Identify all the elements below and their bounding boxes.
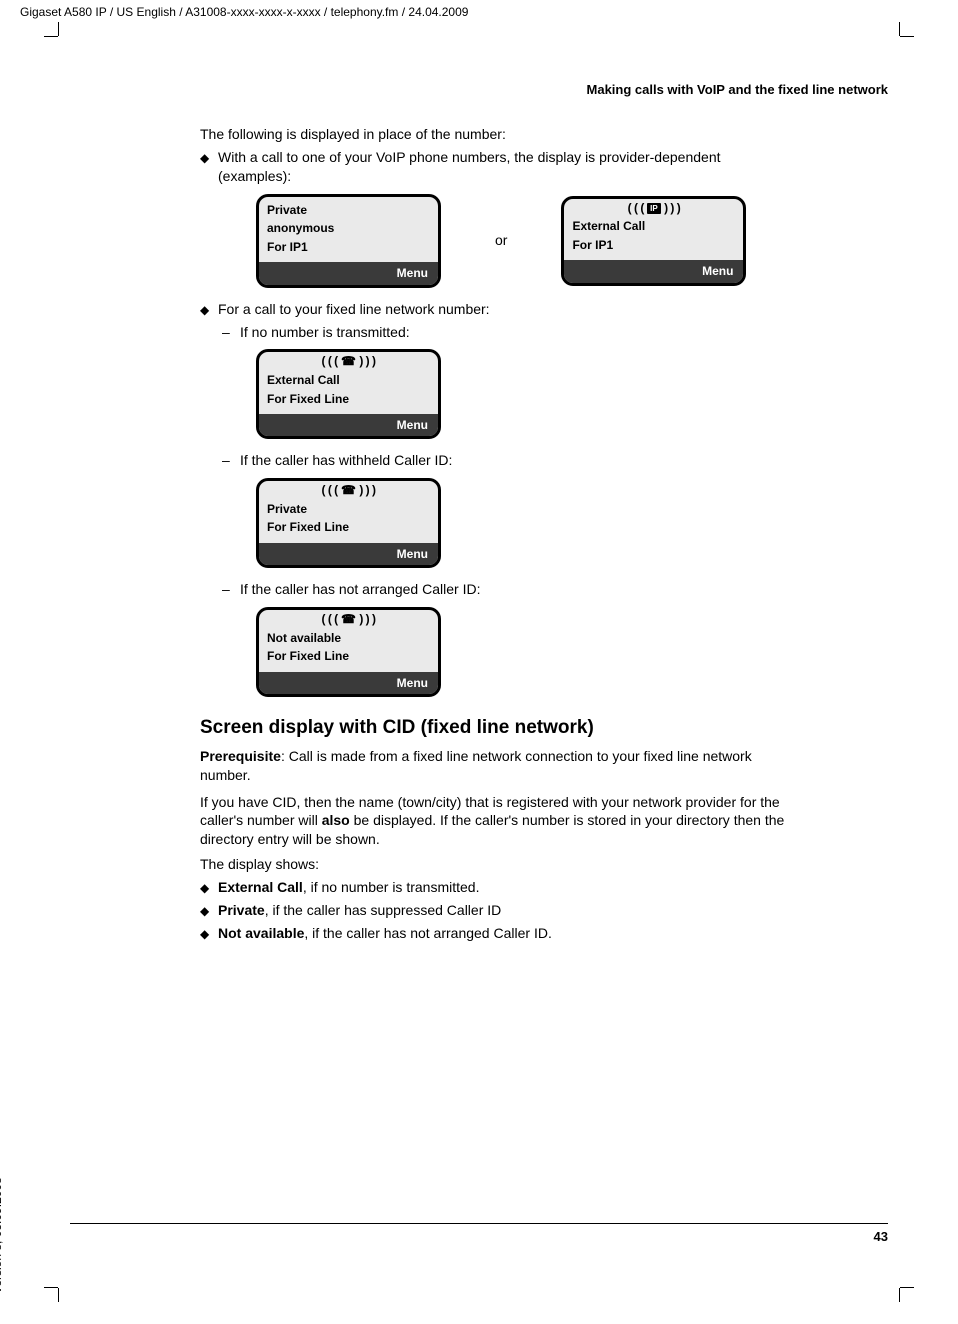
- cid-heading: Screen display with CID (fixed line netw…: [200, 715, 790, 741]
- prerequisite-label: Prerequisite: [200, 748, 281, 764]
- ring-paren-right: ) ) ): [359, 354, 375, 368]
- display-line: For Fixed Line: [267, 518, 430, 537]
- cid-bullet-not-available: ◆ Not available, if the caller has not a…: [200, 924, 790, 943]
- footer-rule: [70, 1223, 888, 1224]
- phone-bell-icon: ☎: [341, 612, 356, 626]
- section-title: Making calls with VoIP and the fixed lin…: [587, 82, 888, 97]
- diamond-icon: ◆: [200, 903, 210, 920]
- display-line: External Call: [267, 371, 430, 390]
- display-menu-label: Menu: [564, 260, 743, 282]
- cid-bullet-private: ◆ Private, if the caller has suppressed …: [200, 901, 790, 920]
- bullet-fixed-line-text: For a call to your fixed line network nu…: [218, 300, 790, 319]
- crop-mark: [899, 1288, 900, 1302]
- phone-display-private-fixed: ( ( ( ☎ ) ) ) Private For Fixed Line Men…: [256, 478, 441, 568]
- cid-label-private: Private: [218, 902, 265, 918]
- diamond-icon: ◆: [200, 302, 210, 319]
- cid-bullet-external: ◆ External Call, if no number is transmi…: [200, 878, 790, 897]
- intro-text: The following is displayed in place of t…: [200, 125, 790, 144]
- cid-bullet-text: Private, if the caller has suppressed Ca…: [218, 901, 790, 920]
- display-row-2: ( ( ( ☎ ) ) ) External Call For Fixed Li…: [256, 349, 790, 439]
- crop-mark: [44, 1287, 58, 1288]
- ring-paren-left: ( ( (: [322, 483, 338, 497]
- display-line: For IP1: [267, 238, 430, 257]
- diamond-icon: ◆: [200, 150, 210, 186]
- prerequisite-text: : Call is made from a fixed line network…: [200, 748, 752, 783]
- display-line: Private: [267, 500, 430, 519]
- cid-also: also: [322, 812, 350, 828]
- dash-not-arranged: – If the caller has not arranged Caller …: [222, 580, 790, 599]
- page-header-path: Gigaset A580 IP / US English / A31008-xx…: [20, 5, 468, 19]
- cid-rest: , if no number is transmitted.: [303, 879, 480, 895]
- dash-withheld: – If the caller has withheld Caller ID:: [222, 451, 790, 470]
- cid-label-not-available: Not available: [218, 925, 304, 941]
- display-row-4: ( ( ( ☎ ) ) ) Not available For Fixed Li…: [256, 607, 790, 697]
- version-label: Version 8, 03.09.2008: [0, 1177, 4, 1294]
- page-number: 43: [874, 1229, 888, 1244]
- ring-paren-right: ) ) ): [359, 612, 375, 626]
- display-line: External Call: [572, 217, 735, 236]
- display-shows-intro: The display shows:: [200, 855, 790, 874]
- ring-paren-left: ( ( (: [628, 201, 644, 215]
- dash-withheld-text: If the caller has withheld Caller ID:: [240, 451, 790, 470]
- ring-indicator: ( ( ( IP ) ) ): [572, 199, 735, 218]
- dash-icon: –: [222, 323, 236, 342]
- display-line: For Fixed Line: [267, 647, 430, 666]
- display-line: For Fixed Line: [267, 390, 430, 409]
- prerequisite-para: Prerequisite: Call is made from a fixed …: [200, 747, 790, 785]
- ring-paren-left: ( ( (: [322, 612, 338, 626]
- cid-description: If you have CID, then the name (town/cit…: [200, 793, 790, 850]
- crop-mark: [44, 36, 58, 37]
- phone-display-external-fixed: ( ( ( ☎ ) ) ) External Call For Fixed Li…: [256, 349, 441, 439]
- main-content: The following is displayed in place of t…: [200, 125, 790, 945]
- display-menu-label: Menu: [259, 543, 438, 565]
- display-menu-label: Menu: [259, 414, 438, 436]
- phone-bell-icon: ☎: [341, 483, 356, 497]
- ring-indicator: ( ( ( ☎ ) ) ): [267, 610, 430, 629]
- bullet-fixed-line: ◆ For a call to your fixed line network …: [200, 300, 790, 319]
- cid-bullet-text: Not available, if the caller has not arr…: [218, 924, 790, 943]
- display-row-3: ( ( ( ☎ ) ) ) Private For Fixed Line Men…: [256, 478, 790, 568]
- ring-paren-right: ) ) ): [664, 201, 680, 215]
- display-row-1: Private anonymous For IP1 Menu or ( ( ( …: [256, 194, 790, 288]
- ring-indicator: ( ( ( ☎ ) ) ): [267, 481, 430, 500]
- dash-icon: –: [222, 451, 236, 470]
- cid-label-external: External Call: [218, 879, 303, 895]
- crop-mark: [900, 36, 914, 37]
- display-menu-label: Menu: [259, 262, 438, 284]
- ring-paren-right: ) ) ): [359, 483, 375, 497]
- cid-rest: , if the caller has suppressed Caller ID: [265, 902, 502, 918]
- display-line: anonymous: [267, 219, 430, 238]
- bullet-voip-text: With a call to one of your VoIP phone nu…: [218, 148, 790, 186]
- phone-display-private-anon: Private anonymous For IP1 Menu: [256, 194, 441, 288]
- diamond-icon: ◆: [200, 926, 210, 943]
- ip-icon: IP: [647, 203, 661, 214]
- dash-no-number-text: If no number is transmitted:: [240, 323, 790, 342]
- display-line: Not available: [267, 629, 430, 648]
- display-menu-label: Menu: [259, 672, 438, 694]
- phone-display-not-available: ( ( ( ☎ ) ) ) Not available For Fixed Li…: [256, 607, 441, 697]
- diamond-icon: ◆: [200, 880, 210, 897]
- dash-not-arranged-text: If the caller has not arranged Caller ID…: [240, 580, 790, 599]
- ring-indicator: ( ( ( ☎ ) ) ): [267, 352, 430, 371]
- crop-mark: [900, 1287, 914, 1288]
- phone-bell-icon: ☎: [341, 354, 356, 368]
- ring-paren-left: ( ( (: [322, 354, 338, 368]
- cid-bullet-text: External Call, if no number is transmitt…: [218, 878, 790, 897]
- dash-no-number: – If no number is transmitted:: [222, 323, 790, 342]
- display-line: Private: [267, 201, 430, 220]
- cid-rest: , if the caller has not arranged Caller …: [304, 925, 551, 941]
- cid-bullet-list: ◆ External Call, if no number is transmi…: [200, 878, 790, 943]
- crop-mark: [899, 22, 900, 36]
- display-line: For IP1: [572, 236, 735, 255]
- bullet-voip: ◆ With a call to one of your VoIP phone …: [200, 148, 790, 186]
- phone-display-external-call-ip: ( ( ( IP ) ) ) External Call For IP1 Men…: [561, 196, 746, 286]
- or-text: or: [495, 231, 507, 250]
- crop-mark: [58, 22, 59, 36]
- dash-icon: –: [222, 580, 236, 599]
- crop-mark: [58, 1288, 59, 1302]
